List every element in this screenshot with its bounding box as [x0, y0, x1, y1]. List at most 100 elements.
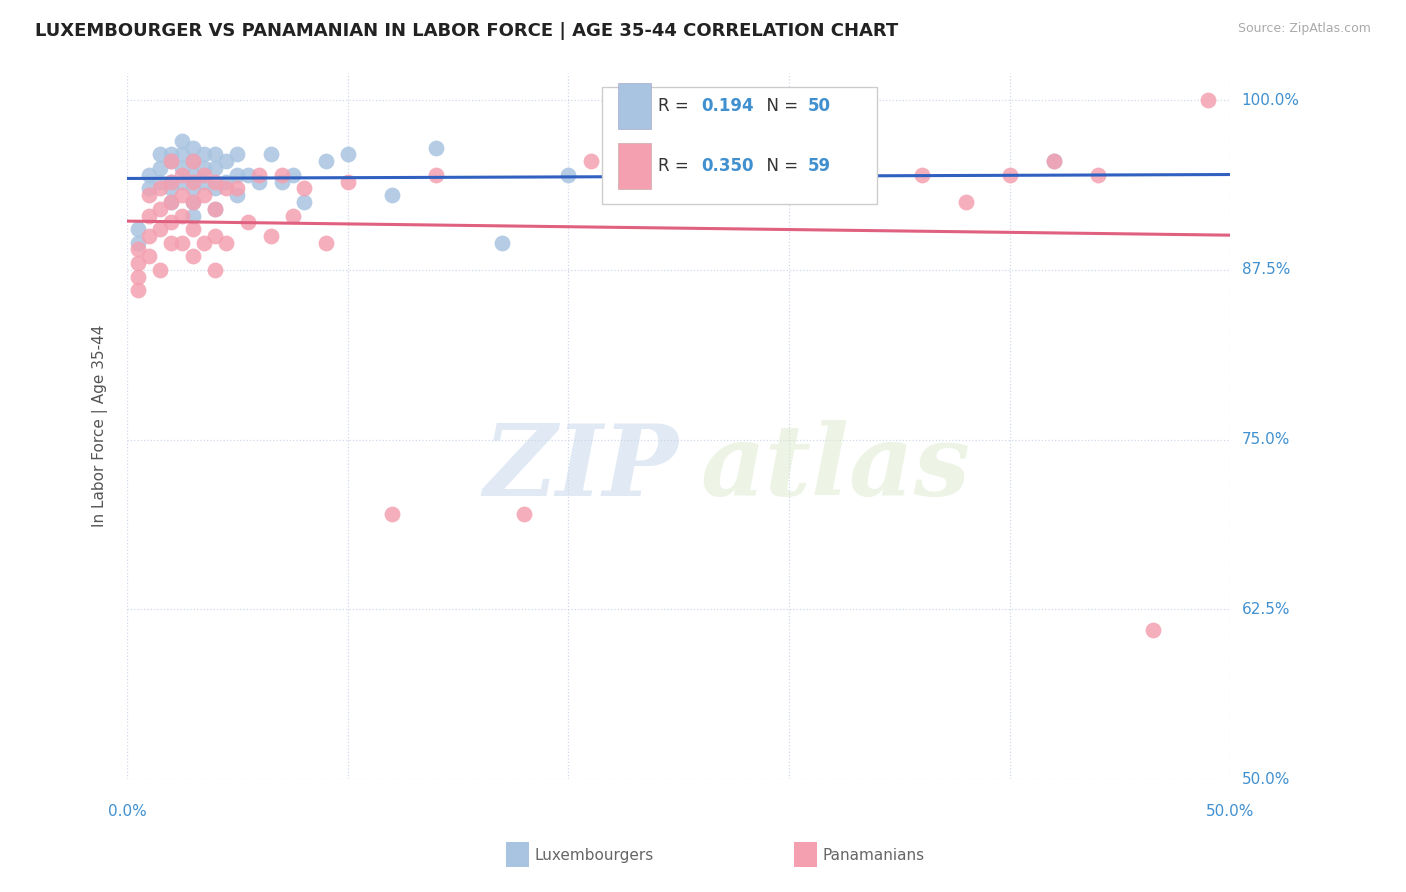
Text: ZIP: ZIP — [484, 420, 679, 516]
Point — [844, 181, 866, 195]
Point — [193, 147, 215, 161]
Point — [281, 209, 304, 223]
Point — [215, 181, 238, 195]
Point — [181, 181, 204, 195]
Point — [127, 283, 149, 297]
Point — [259, 147, 281, 161]
Point — [204, 175, 226, 189]
Point — [160, 175, 183, 189]
Point — [160, 175, 183, 189]
Point — [270, 168, 292, 182]
Point — [193, 188, 215, 202]
Point — [204, 147, 226, 161]
Point — [172, 147, 194, 161]
Point — [1043, 154, 1066, 169]
Point — [204, 161, 226, 175]
Point — [292, 194, 315, 209]
Text: 0.194: 0.194 — [700, 97, 754, 115]
Point — [172, 209, 194, 223]
Point — [149, 222, 172, 236]
Point — [557, 168, 579, 182]
Text: N =: N = — [756, 157, 803, 175]
Point — [249, 175, 271, 189]
Text: Panamanians: Panamanians — [823, 848, 925, 863]
Point — [270, 175, 292, 189]
Point — [172, 175, 194, 189]
Point — [998, 168, 1021, 182]
Point — [181, 194, 204, 209]
Text: 62.5%: 62.5% — [1241, 602, 1291, 616]
Text: R =: R = — [658, 157, 693, 175]
Point — [249, 168, 271, 182]
Point — [204, 202, 226, 216]
Point — [204, 228, 226, 243]
Point — [160, 147, 183, 161]
Point — [1043, 154, 1066, 169]
Point — [181, 154, 204, 169]
Point — [1142, 623, 1164, 637]
Point — [193, 235, 215, 250]
Point — [127, 222, 149, 236]
Point — [160, 194, 183, 209]
Text: Source: ZipAtlas.com: Source: ZipAtlas.com — [1237, 22, 1371, 36]
Text: 50: 50 — [808, 97, 831, 115]
Point — [193, 175, 215, 189]
Point — [315, 235, 337, 250]
Text: Luxembourgers: Luxembourgers — [534, 848, 654, 863]
Point — [910, 168, 932, 182]
Point — [204, 263, 226, 277]
Point — [181, 249, 204, 263]
Point — [138, 249, 160, 263]
Point — [238, 215, 260, 229]
Point — [127, 269, 149, 284]
Point — [238, 168, 260, 182]
Point — [193, 161, 215, 175]
Text: 87.5%: 87.5% — [1241, 262, 1289, 277]
Point — [149, 202, 172, 216]
Point — [160, 194, 183, 209]
Point — [160, 215, 183, 229]
Point — [381, 508, 404, 522]
Point — [138, 188, 160, 202]
Point — [336, 147, 359, 161]
Point — [138, 228, 160, 243]
Point — [281, 168, 304, 182]
Point — [226, 188, 249, 202]
Point — [181, 222, 204, 236]
Point — [734, 188, 756, 202]
Text: N =: N = — [756, 97, 803, 115]
Text: 50.0%: 50.0% — [1241, 772, 1289, 787]
Point — [226, 181, 249, 195]
FancyBboxPatch shape — [619, 83, 651, 129]
Point — [711, 181, 734, 195]
Point — [160, 154, 183, 169]
Point — [149, 175, 172, 189]
Point — [1197, 93, 1219, 107]
Text: R =: R = — [658, 97, 693, 115]
Point — [425, 168, 447, 182]
Point — [668, 181, 690, 195]
FancyBboxPatch shape — [619, 144, 651, 189]
Point — [172, 235, 194, 250]
Point — [149, 161, 172, 175]
Point — [149, 181, 172, 195]
Point — [204, 202, 226, 216]
Point — [138, 168, 160, 182]
Point — [149, 147, 172, 161]
Point — [172, 188, 194, 202]
Point — [193, 168, 215, 182]
Point — [425, 141, 447, 155]
Point — [160, 154, 183, 169]
Y-axis label: In Labor Force | Age 35-44: In Labor Force | Age 35-44 — [93, 325, 108, 527]
Text: 0.0%: 0.0% — [108, 804, 146, 819]
Point — [149, 263, 172, 277]
Point — [160, 235, 183, 250]
Text: 59: 59 — [808, 157, 831, 175]
Point — [181, 194, 204, 209]
FancyBboxPatch shape — [602, 87, 877, 203]
Point — [181, 154, 204, 169]
Point — [127, 243, 149, 257]
Point — [160, 181, 183, 195]
Point — [215, 175, 238, 189]
Point — [172, 134, 194, 148]
